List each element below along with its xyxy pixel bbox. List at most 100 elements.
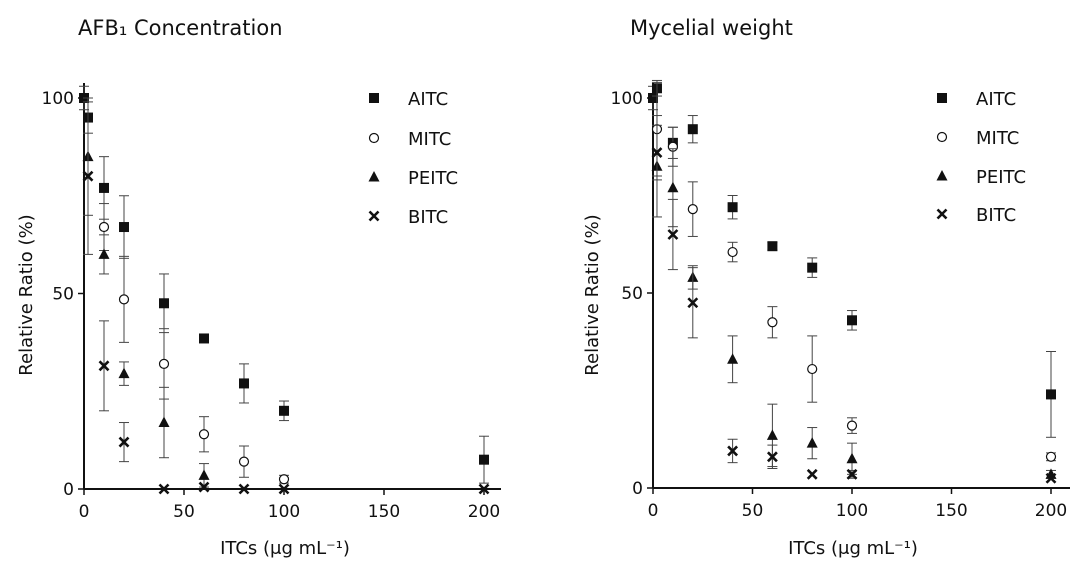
legend-marker xyxy=(368,171,380,182)
data-point xyxy=(767,241,778,252)
x-tick-label: 50 xyxy=(173,502,195,522)
data-point xyxy=(238,483,250,495)
data-point xyxy=(846,468,858,480)
data-point xyxy=(119,222,129,233)
data-point xyxy=(727,353,739,364)
series-bitc xyxy=(651,124,1057,484)
data-point xyxy=(846,452,858,464)
data-point xyxy=(158,483,170,495)
legend-label: MITC xyxy=(976,128,1019,149)
legend-label: MITC xyxy=(408,129,451,150)
legend-marker xyxy=(937,93,947,103)
x-tick-label: 100 xyxy=(836,501,868,521)
data-point xyxy=(727,445,739,457)
data-point xyxy=(98,248,110,259)
y-tick-label: 50 xyxy=(621,284,643,304)
data-point xyxy=(727,202,738,213)
legend-marker xyxy=(936,208,948,220)
legend-label: AITC xyxy=(408,89,448,110)
x-axis-label: ITCs (μg mL⁻¹) xyxy=(788,538,918,559)
data-point xyxy=(158,416,170,428)
legend-marker xyxy=(936,170,948,181)
x-tick-label: 150 xyxy=(368,502,400,522)
x-tick-label: 0 xyxy=(648,501,659,521)
x-axis-label: ITCs (μg mL⁻¹) xyxy=(220,538,350,559)
legend-marker xyxy=(368,210,380,222)
data-point xyxy=(82,170,94,182)
legend-label: PEITC xyxy=(408,168,458,189)
data-point xyxy=(118,294,130,305)
data-point xyxy=(98,360,110,372)
data-point xyxy=(767,317,778,328)
data-point xyxy=(766,429,778,440)
data-point xyxy=(199,333,209,344)
data-point xyxy=(198,429,210,440)
data-point xyxy=(278,474,290,485)
data-point xyxy=(687,124,698,135)
x-tick-label: 50 xyxy=(742,501,764,521)
data-point xyxy=(479,454,489,465)
x-tick-label: 200 xyxy=(1035,501,1067,521)
y-tick-label: 0 xyxy=(63,480,74,500)
legend-label: PEITC xyxy=(976,167,1026,188)
chart-title: AFB₁ Concentration xyxy=(78,16,283,40)
chart-panel-mycelial: Mycelial weight Relative Ratio (%) ITCs … xyxy=(582,16,1070,559)
y-tick-label: 100 xyxy=(42,89,74,109)
x-tick-label: 0 xyxy=(79,502,90,522)
legend-label: BITC xyxy=(408,207,448,228)
data-point xyxy=(651,147,663,159)
legend-marker xyxy=(936,131,948,143)
legend-marker xyxy=(369,93,379,103)
chart-title: Mycelial weight xyxy=(630,16,793,40)
legend-marker xyxy=(368,132,380,144)
legend-label: BITC xyxy=(976,205,1016,226)
legend: AITC MITC PEITC BITC xyxy=(936,89,1026,226)
series-bitc xyxy=(82,97,490,495)
legend-label: AITC xyxy=(976,89,1016,110)
data-point xyxy=(667,181,679,193)
data-point xyxy=(807,262,818,273)
data-point xyxy=(1046,389,1056,400)
y-axis-label: Relative Ratio (%) xyxy=(16,214,37,375)
x-ticks: 0 50 100 150 200 xyxy=(648,488,1067,521)
data-point xyxy=(198,469,210,480)
data-point xyxy=(846,420,858,431)
data-point xyxy=(159,298,169,309)
data-point xyxy=(687,204,698,215)
x-tick-label: 150 xyxy=(935,501,967,521)
legend: AITC MITC PEITC BITC xyxy=(368,89,458,228)
data-point xyxy=(118,367,130,379)
data-point xyxy=(238,456,250,467)
chart-panel-afb1: AFB₁ Concentration Relative Ratio (%) IT… xyxy=(16,16,501,559)
data-point xyxy=(806,437,818,448)
y-tick-label: 100 xyxy=(611,89,643,109)
y-ticks: 0 50 100 xyxy=(42,89,84,500)
data-point xyxy=(1045,451,1057,462)
series-mitc xyxy=(98,203,290,485)
data-point xyxy=(1045,472,1057,484)
x-tick-label: 100 xyxy=(268,502,300,522)
y-tick-label: 0 xyxy=(632,479,643,499)
data-point xyxy=(98,221,110,233)
data-point xyxy=(99,182,109,193)
data-point xyxy=(478,483,490,495)
data-points xyxy=(79,85,490,495)
data-point xyxy=(766,451,778,463)
data-point xyxy=(806,468,818,480)
data-point xyxy=(158,358,170,369)
data-point xyxy=(847,315,857,326)
data-point xyxy=(648,93,658,103)
y-axis-label: Relative Ratio (%) xyxy=(582,214,603,375)
data-point xyxy=(198,481,210,493)
data-point xyxy=(667,229,679,240)
data-point xyxy=(118,436,130,448)
x-ticks: 0 50 100 150 200 xyxy=(79,489,500,522)
y-tick-label: 50 xyxy=(52,285,74,305)
data-point xyxy=(687,297,699,309)
data-point xyxy=(278,483,290,495)
data-point xyxy=(279,405,289,416)
data-point xyxy=(807,363,818,375)
data-point xyxy=(727,246,738,258)
data-points xyxy=(648,79,1057,484)
